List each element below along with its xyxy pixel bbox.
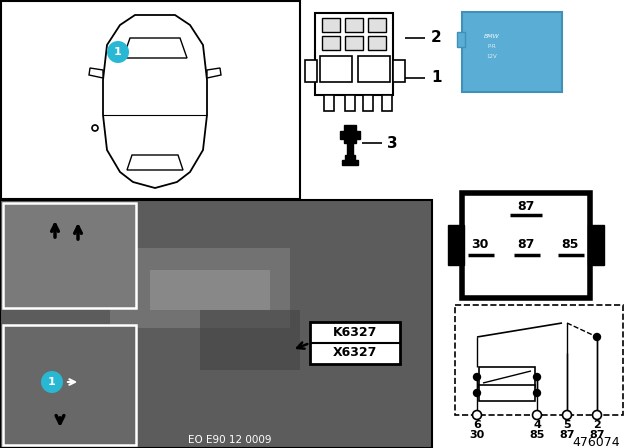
Text: X6327: X6327 [333,346,377,359]
Bar [322,36,340,50]
Circle shape [41,371,63,393]
Text: BMW: BMW [484,34,500,39]
Text: 2: 2 [431,30,442,46]
Circle shape [107,41,129,63]
Polygon shape [123,38,187,58]
Bar [322,18,340,32]
Bar [345,95,355,111]
Bar [368,36,386,50]
Bar [368,18,386,32]
Polygon shape [537,32,562,57]
Polygon shape [103,15,207,188]
Polygon shape [462,12,562,20]
Circle shape [472,410,481,419]
Text: 12V: 12V [486,53,497,59]
Text: 87: 87 [559,430,575,440]
Text: 4: 4 [533,420,541,430]
Text: 30: 30 [471,238,489,251]
Bar [315,13,393,95]
Circle shape [474,389,481,396]
Circle shape [534,389,541,396]
Bar [479,367,535,387]
Text: 87: 87 [589,430,605,440]
Bar [355,131,360,139]
Polygon shape [207,68,221,78]
Bar [588,225,604,265]
Polygon shape [537,57,562,77]
Bar [310,322,400,364]
Bar [344,125,356,143]
Bar [448,225,464,265]
Text: 1: 1 [48,377,56,387]
Bar [3,325,136,445]
Text: K6327: K6327 [333,326,377,339]
Polygon shape [127,155,183,170]
Bar [393,60,405,82]
Text: 3: 3 [387,135,397,151]
Bar [345,36,363,50]
Circle shape [532,410,541,419]
Text: P·R: P·R [488,44,497,49]
Text: 2: 2 [593,420,601,430]
Bar [347,143,353,155]
Circle shape [593,333,600,340]
Text: 1: 1 [114,47,122,57]
Bar [462,193,590,298]
Polygon shape [557,12,562,92]
Text: 5: 5 [563,420,571,430]
Text: 87: 87 [517,238,534,251]
Bar [200,310,300,370]
Bar [345,155,355,160]
Circle shape [92,125,98,131]
Text: EO E90 12 0009: EO E90 12 0009 [188,435,272,445]
Circle shape [593,410,602,419]
Bar [320,56,352,82]
Text: 85: 85 [529,430,545,440]
Circle shape [474,374,481,380]
Bar [345,18,363,32]
Text: 6: 6 [473,420,481,430]
Text: 30: 30 [469,430,484,440]
Bar [479,385,535,401]
Bar [150,270,270,310]
Polygon shape [89,68,103,78]
Bar [358,56,390,82]
Bar [340,131,345,139]
Bar [462,12,562,92]
Bar [363,95,373,111]
Bar [1,1,300,199]
Circle shape [563,410,572,419]
Text: 85: 85 [561,238,579,251]
Bar [457,32,465,47]
Bar [455,305,623,415]
Bar [382,95,392,111]
Text: 476074: 476074 [572,435,620,448]
Bar [324,95,334,111]
Bar [0,200,432,448]
Text: 87: 87 [517,201,534,214]
Circle shape [534,374,541,380]
Bar [110,248,290,328]
Bar [342,160,358,165]
Text: 1: 1 [431,70,442,86]
Bar [305,60,317,82]
Bar [3,203,136,308]
